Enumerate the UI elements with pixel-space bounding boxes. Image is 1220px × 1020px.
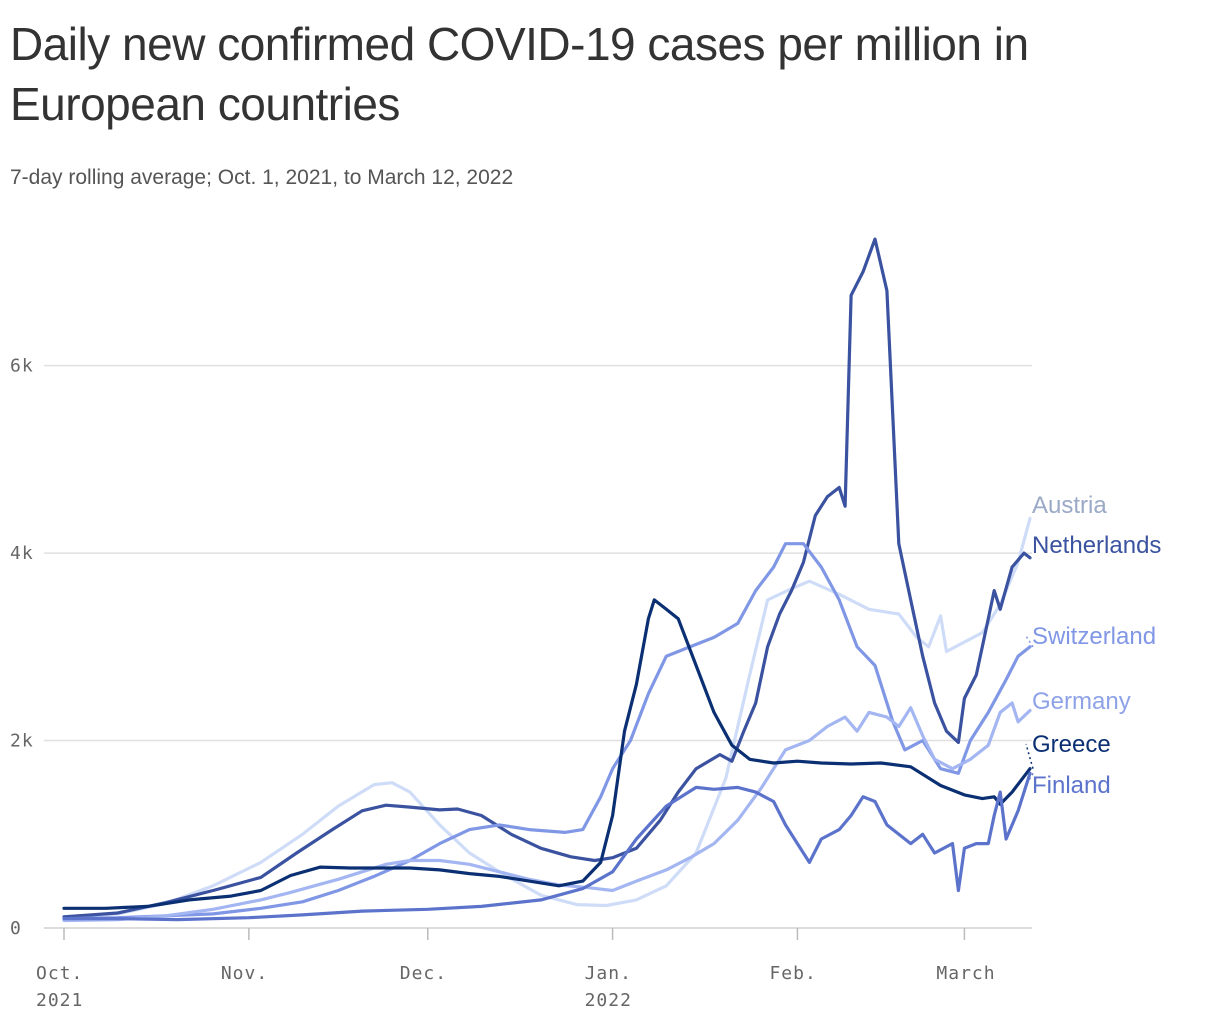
- gridlines: [44, 364, 1032, 742]
- x-tick-label: March: [936, 963, 995, 984]
- chart-subtitle: 7-day rolling average; Oct. 1, 2021, to …: [10, 166, 514, 189]
- x-tick-label-year: 2022: [585, 990, 632, 1011]
- y-tick-label: 4k: [10, 543, 34, 564]
- x-tick-label: Oct.: [36, 963, 83, 984]
- y-tick-label: 6k: [10, 356, 34, 377]
- y-tick-label: 0: [10, 918, 22, 939]
- label-connector-greece: [1025, 743, 1034, 769]
- x-tick-label: Dec.: [400, 963, 447, 984]
- series-label-switzerland: Switzerland: [1032, 623, 1156, 650]
- axes: 0 2k 4k 6k Oct. 2021 Nov. Dec. Jan. 2022 Feb. March: [10, 356, 1032, 1011]
- series-label-austria: Austria: [1032, 492, 1107, 519]
- series-line-netherlands: [62, 237, 1032, 919]
- series-label-finland: Finland: [1032, 772, 1111, 799]
- series-line-austria: [62, 516, 1032, 919]
- chart-title: Daily new confirmed COVID-19 cases per m…: [10, 18, 1029, 130]
- series-label-netherlands: Netherlands: [1032, 532, 1161, 559]
- series-lines: [62, 237, 1032, 923]
- series-label-germany: Germany: [1032, 688, 1131, 715]
- x-tick-label: Jan.: [585, 963, 632, 984]
- series-labels: Austria Netherlands Switzerland Germany Gree…: [1025, 492, 1161, 799]
- y-tick-label: 2k: [10, 731, 34, 752]
- label-connector-finland: [1025, 772, 1034, 786]
- series-line-finland: [62, 771, 1032, 922]
- x-tick-label: Feb.: [769, 963, 816, 984]
- series-line-switzerland: [62, 542, 1032, 921]
- x-tick-label: Nov.: [221, 963, 268, 984]
- label-connector-switzerland: [1025, 635, 1034, 648]
- series-line-germany: [62, 701, 1032, 923]
- series-line-greece: [62, 598, 1032, 910]
- series-label-greece: Greece: [1032, 731, 1111, 758]
- x-tick-label-year: 2021: [36, 990, 83, 1011]
